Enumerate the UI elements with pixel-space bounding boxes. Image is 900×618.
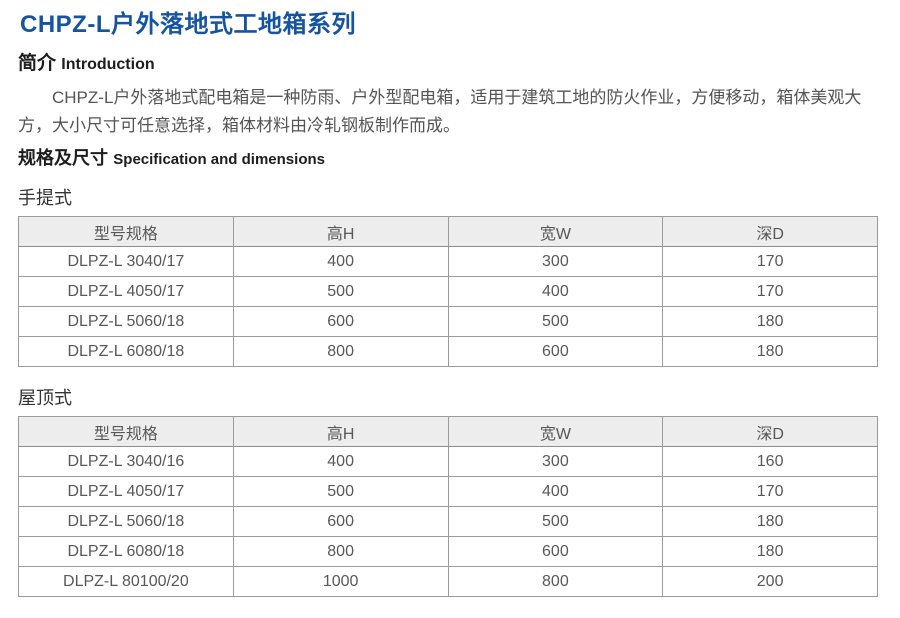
table-row: DLPZ-L 3040/17 400 300 170 (18, 246, 878, 277)
cell-width: 800 (447, 566, 664, 597)
cell-width: 400 (447, 476, 664, 507)
table-header-row: 型号规格 高H 宽W 深D (18, 416, 878, 447)
cell-width: 600 (447, 336, 664, 367)
cell-model: DLPZ-L 6080/18 (18, 536, 234, 567)
cell-model: DLPZ-L 5060/18 (18, 306, 234, 337)
cell-depth: 170 (662, 246, 878, 277)
cell-model: DLPZ-L 3040/17 (18, 246, 234, 277)
cell-height: 500 (232, 276, 449, 307)
column-header-height: 高H (232, 216, 449, 247)
table-row: DLPZ-L 80100/20 1000 800 200 (18, 566, 878, 597)
cell-model: DLPZ-L 5060/18 (18, 506, 234, 537)
column-header-model: 型号规格 (18, 416, 234, 447)
cell-height: 800 (232, 536, 449, 567)
intro-heading-zh: 简介 (18, 53, 57, 74)
table-row: DLPZ-L 6080/18 800 600 180 (18, 536, 878, 567)
portable-spec-table: 型号规格 高H 宽W 深D DLPZ-L 3040/17 400 300 170… (18, 216, 878, 367)
table-row: DLPZ-L 4050/17 500 400 170 (18, 276, 878, 307)
spec-heading-zh: 规格及尺寸 (18, 148, 108, 168)
cell-depth: 160 (662, 446, 878, 477)
table-header-row: 型号规格 高H 宽W 深D (18, 216, 878, 247)
cell-width: 400 (447, 276, 664, 307)
intro-heading-en: Introduction (61, 56, 155, 73)
cell-height: 400 (232, 446, 449, 477)
cell-depth: 170 (662, 476, 878, 507)
column-header-height: 高H (232, 416, 449, 447)
cell-width: 600 (447, 536, 664, 567)
table-row: DLPZ-L 6080/18 800 600 180 (18, 336, 878, 367)
intro-paragraph: CHPZ-L户外落地式配电箱是一种防雨、户外型配电箱，适用于建筑工地的防火作业，… (18, 88, 862, 135)
cell-depth: 180 (662, 306, 878, 337)
roof-spec-table: 型号规格 高H 宽W 深D DLPZ-L 3040/16 400 300 160… (18, 416, 878, 597)
cell-model: DLPZ-L 6080/18 (18, 336, 234, 367)
spec-heading: 规格及尺寸 Specification and dimensions (18, 148, 880, 170)
cell-width: 500 (447, 506, 664, 537)
cell-depth: 200 (662, 566, 878, 597)
cell-model: DLPZ-L 80100/20 (18, 566, 234, 597)
cell-height: 500 (232, 476, 449, 507)
cell-depth: 170 (662, 276, 878, 307)
cell-height: 400 (232, 246, 449, 277)
table-row: DLPZ-L 4050/17 500 400 170 (18, 476, 878, 507)
cell-depth: 180 (662, 536, 878, 567)
page-title: CHPZ-L户外落地式工地箱系列 (20, 11, 356, 38)
column-header-width: 宽W (447, 216, 664, 247)
cell-height: 800 (232, 336, 449, 367)
cell-model: DLPZ-L 3040/16 (18, 446, 234, 477)
spec-document-page: CHPZ-L户外落地式工地箱系列 简介 Introduction CHPZ-L户… (0, 12, 900, 618)
cell-width: 300 (447, 446, 664, 477)
portable-type-label: 手提式 (18, 188, 72, 208)
cell-height: 600 (232, 506, 449, 537)
cell-width: 300 (447, 246, 664, 277)
table-row: DLPZ-L 3040/16 400 300 160 (18, 446, 878, 477)
column-header-depth: 深D (662, 416, 878, 447)
column-header-depth: 深D (662, 216, 878, 247)
table-row: DLPZ-L 5060/18 600 500 180 (18, 306, 878, 337)
column-header-width: 宽W (447, 416, 664, 447)
cell-height: 1000 (232, 566, 449, 597)
roof-type-label: 屋顶式 (18, 388, 72, 408)
cell-height: 600 (232, 306, 449, 337)
intro-heading: 简介 Introduction (18, 53, 880, 75)
cell-width: 500 (447, 306, 664, 337)
table-row: DLPZ-L 5060/18 600 500 180 (18, 506, 878, 537)
cell-depth: 180 (662, 506, 878, 537)
cell-depth: 180 (662, 336, 878, 367)
column-header-model: 型号规格 (18, 216, 234, 247)
cell-model: DLPZ-L 4050/17 (18, 476, 234, 507)
spec-heading-en: Specification and dimensions (113, 151, 325, 168)
cell-model: DLPZ-L 4050/17 (18, 276, 234, 307)
